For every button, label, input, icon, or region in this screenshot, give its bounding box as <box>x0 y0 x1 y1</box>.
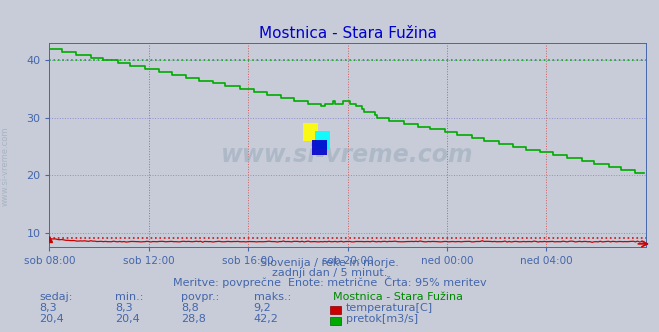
Text: Slovenija / reke in morje.: Slovenija / reke in morje. <box>260 258 399 268</box>
Title: Mostnica - Stara Fužina: Mostnica - Stara Fužina <box>258 26 437 41</box>
Text: temperatura[C]: temperatura[C] <box>346 303 433 313</box>
Text: www.si-vreme.com: www.si-vreme.com <box>221 143 474 167</box>
Text: Mostnica - Stara Fužina: Mostnica - Stara Fužina <box>333 292 463 302</box>
Bar <box>312 140 327 155</box>
Text: www.si-vreme.com: www.si-vreme.com <box>1 126 10 206</box>
Text: 42,2: 42,2 <box>254 314 279 324</box>
Text: 8,8: 8,8 <box>181 303 199 313</box>
Text: povpr.:: povpr.: <box>181 292 219 302</box>
Bar <box>315 131 330 149</box>
Text: 20,4: 20,4 <box>115 314 140 324</box>
Bar <box>303 123 318 141</box>
Text: pretok[m3/s]: pretok[m3/s] <box>346 314 418 324</box>
Text: maks.:: maks.: <box>254 292 291 302</box>
Text: sedaj:: sedaj: <box>40 292 73 302</box>
Text: zadnji dan / 5 minut.: zadnji dan / 5 minut. <box>272 268 387 278</box>
Text: 20,4: 20,4 <box>40 314 65 324</box>
Text: 8,3: 8,3 <box>40 303 57 313</box>
Text: 8,3: 8,3 <box>115 303 133 313</box>
Text: 28,8: 28,8 <box>181 314 206 324</box>
Text: min.:: min.: <box>115 292 144 302</box>
Text: Meritve: povprečne  Enote: metrične  Črta: 95% meritev: Meritve: povprečne Enote: metrične Črta:… <box>173 276 486 288</box>
Text: 9,2: 9,2 <box>254 303 272 313</box>
